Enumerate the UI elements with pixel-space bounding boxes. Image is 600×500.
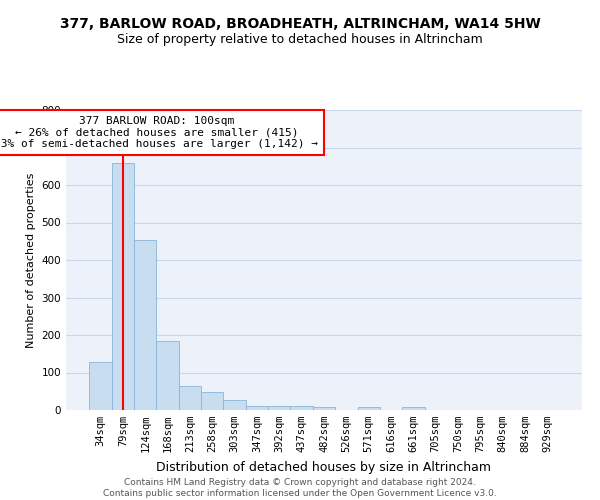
Text: Contains HM Land Registry data © Crown copyright and database right 2024.
Contai: Contains HM Land Registry data © Crown c… <box>103 478 497 498</box>
Bar <box>402 408 425 410</box>
Y-axis label: Number of detached properties: Number of detached properties <box>26 172 36 348</box>
Bar <box>134 240 157 410</box>
Text: 377, BARLOW ROAD, BROADHEATH, ALTRINCHAM, WA14 5HW: 377, BARLOW ROAD, BROADHEATH, ALTRINCHAM… <box>59 18 541 32</box>
Text: 377 BARLOW ROAD: 100sqm
← 26% of detached houses are smaller (415)
73% of semi-d: 377 BARLOW ROAD: 100sqm ← 26% of detache… <box>0 116 319 149</box>
Bar <box>290 406 313 410</box>
Bar <box>268 406 290 410</box>
X-axis label: Distribution of detached houses by size in Altrincham: Distribution of detached houses by size … <box>157 460 491 473</box>
Bar <box>201 392 223 410</box>
Bar <box>179 386 201 410</box>
Bar <box>313 408 335 410</box>
Bar <box>358 408 380 410</box>
Bar <box>223 400 246 410</box>
Bar <box>112 162 134 410</box>
Bar <box>246 406 268 410</box>
Bar <box>157 340 179 410</box>
Text: Size of property relative to detached houses in Altrincham: Size of property relative to detached ho… <box>117 32 483 46</box>
Bar <box>89 362 112 410</box>
